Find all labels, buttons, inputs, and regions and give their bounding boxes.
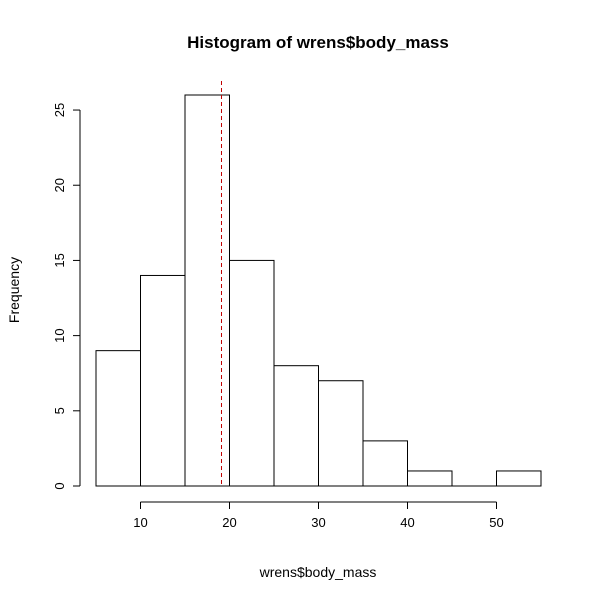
chart-title: Histogram of wrens$body_mass <box>187 33 449 52</box>
x-axis: 10 20 30 40 50 <box>133 501 504 530</box>
y-tick-label-15: 15 <box>52 253 67 267</box>
x-tick-label-40: 40 <box>400 515 414 530</box>
histogram-bar-40-45 <box>407 470 453 487</box>
y-tick-label-10: 10 <box>52 328 67 342</box>
y-tick-label-20: 20 <box>52 178 67 192</box>
x-tick-label-10: 10 <box>133 515 147 530</box>
x-tick-label-30: 30 <box>311 515 325 530</box>
histogram-bar-35-40 <box>362 440 408 487</box>
y-tick-label-5: 5 <box>52 407 67 414</box>
histogram-bar-10-15 <box>140 274 186 487</box>
y-axis-label: Frequency <box>6 257 22 323</box>
histogram-bar-25-30 <box>273 365 319 487</box>
histogram-bar-20-25 <box>229 259 275 487</box>
y-tick-label-0: 0 <box>52 482 67 489</box>
histogram-bar-30-35 <box>318 380 364 487</box>
histogram-bar-5-10 <box>95 350 141 487</box>
x-tick-label-50: 50 <box>489 515 503 530</box>
y-axis: 0 5 10 15 20 25 <box>52 103 81 490</box>
bars-group <box>95 94 542 487</box>
histogram-bar-15-20 <box>184 94 230 487</box>
y-tick-label-25: 25 <box>52 103 67 117</box>
x-axis-label: wrens$body_mass <box>259 564 377 580</box>
x-tick-label-20: 20 <box>222 515 236 530</box>
histogram-bar-50-55 <box>496 470 542 487</box>
